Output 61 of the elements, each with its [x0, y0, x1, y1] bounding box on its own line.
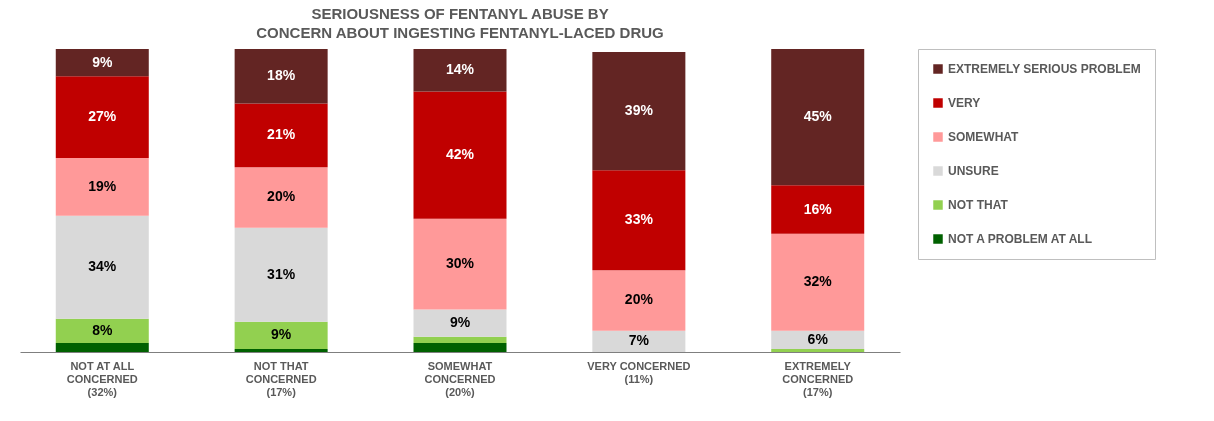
- data-label: 8%: [92, 321, 113, 338]
- bar: [592, 52, 686, 171]
- bar: [234, 167, 328, 228]
- data-label: 20%: [624, 291, 654, 308]
- bar: [413, 342, 507, 352]
- data-label: 32%: [803, 273, 833, 290]
- data-label: 9%: [271, 326, 292, 343]
- bar: [413, 336, 507, 343]
- bar: [55, 215, 149, 319]
- x-tick-label: NOT THAT CONCERNED (17%): [245, 359, 317, 398]
- legend-label: VERY: [948, 96, 981, 110]
- data-label: 6%: [807, 330, 829, 347]
- data-label: 27%: [88, 108, 117, 125]
- data-label: 16%: [803, 200, 833, 217]
- data-label: 42%: [445, 146, 475, 163]
- data-label: 14%: [445, 61, 475, 78]
- data-label: 33%: [624, 211, 654, 228]
- data-label: 7%: [628, 332, 650, 349]
- bar: [771, 330, 865, 349]
- legend-label: SOMEWHAT: [948, 130, 1020, 144]
- bar: [234, 348, 328, 352]
- bar: [55, 318, 149, 343]
- bar: [592, 170, 686, 271]
- x-tick-label: EXTREMELY CONCERNED (17%): [782, 359, 854, 398]
- data-label: 21%: [267, 126, 296, 143]
- chart-title: SERIOUSNESS OF FENTANYL ABUSE BY CONCERN ABOUT INGESTING FENTANYL-LACED DRUG: [256, 4, 664, 41]
- bar: [234, 49, 328, 104]
- data-label: 19%: [88, 177, 117, 194]
- bar: [771, 233, 865, 331]
- data-label: 20%: [267, 188, 296, 205]
- legend-label: NOT A PROBLEM AT ALL: [948, 232, 1092, 246]
- bar: [413, 49, 507, 92]
- bar: [413, 218, 507, 310]
- x-tick-label: SOMEWHAT CONCERNED (20%): [424, 359, 496, 398]
- bar: [592, 270, 686, 331]
- bar: [771, 185, 865, 234]
- data-label: 31%: [267, 265, 296, 282]
- data-label: 18%: [267, 67, 296, 84]
- x-tick-label: NOT AT ALL CONCERNED (32%): [66, 359, 138, 398]
- legend-label: UNSURE: [948, 164, 999, 178]
- bar: [55, 76, 149, 159]
- data-label: 9%: [92, 53, 113, 70]
- bar: [771, 348, 865, 352]
- bar: [234, 321, 328, 349]
- bar: [55, 49, 149, 77]
- bar: [771, 49, 865, 186]
- x-tick-label: VERY CONCERNED (11%): [587, 359, 691, 385]
- legend-label: EXTREMELY SERIOUS PROBLEM: [948, 62, 1141, 76]
- data-label: 45%: [803, 108, 833, 125]
- bar: [234, 227, 328, 322]
- legend-label: NOT THAT: [948, 198, 1009, 212]
- bar: [234, 103, 328, 168]
- bar: [413, 91, 507, 219]
- bar: [55, 158, 149, 216]
- bar: [413, 309, 507, 337]
- data-label: 30%: [445, 255, 475, 272]
- data-label: 39%: [624, 102, 654, 119]
- data-label: 34%: [88, 258, 117, 275]
- bar: [592, 330, 686, 352]
- bar: [55, 342, 149, 352]
- data-label: 9%: [449, 314, 471, 331]
